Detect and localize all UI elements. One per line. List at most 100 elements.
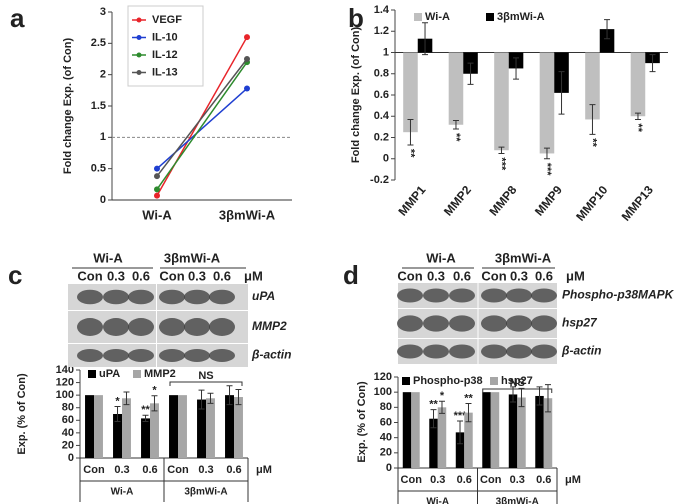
y-tick-label: 1.5 [91,100,106,112]
y-tick-label: 40 [380,432,392,444]
legend-label: IL-10 [152,31,178,43]
bar [169,395,178,458]
y-tick-label: 0.8 [374,68,389,80]
marker [154,192,160,199]
bar [437,407,447,468]
bar [539,52,555,154]
y-tick-label: -0.2 [370,174,389,186]
legend-label: 3βmWi-A [497,11,545,23]
y-tick-label: 0.5 [91,163,106,175]
blot-band [209,318,235,336]
error-bar [589,104,596,135]
error-bar [634,112,641,120]
bar [508,394,518,468]
blot-lane: 0.3 [107,268,125,283]
blot-band [103,349,129,362]
bar [197,399,206,458]
line [156,87,248,170]
blot-band [77,349,103,362]
bar [429,418,438,468]
blot-band [159,318,185,336]
annotation: NS [198,370,213,382]
legend-swatch [402,377,410,385]
bar [464,412,473,468]
blot-band [531,315,557,332]
x-tick-label: MMP1 [395,183,428,219]
significance: ** [429,399,438,411]
y-tick-label: 60 [380,416,392,428]
blot-unit: μM [244,268,263,283]
error-bar [430,409,437,429]
bar [206,398,215,458]
y-axis-title: Exp. (% of Con) [16,373,28,455]
blot-band [423,288,449,303]
blot-band [481,315,507,332]
legend-label: IL-12 [152,49,178,61]
legend-marker [136,52,142,58]
x-tick-label: 3βmWi-A [219,207,276,222]
group-label: 3βmWi-A [496,497,539,504]
blot-band [128,318,154,336]
marker [154,173,160,180]
marker [154,165,160,172]
blot-band [397,288,423,303]
blot-row-label: MMP2 [252,319,287,333]
blot-row-label: uPA [252,289,275,303]
panel-label: b [348,3,364,33]
blot-band [397,315,423,332]
marker [244,85,250,92]
significance: *** [454,410,468,422]
line [156,58,248,177]
legend-swatch [486,13,494,21]
significance: ** [405,149,417,158]
blot-lane: Con [397,268,422,283]
y-tick-label: 20 [62,439,74,451]
significance: *** [541,163,553,177]
bar [535,395,544,468]
y-tick-label: 0 [100,194,106,206]
x-tick-label: MMP13 [619,183,657,224]
blot-band [506,315,532,332]
error-bar [513,57,520,80]
error-bar [198,389,205,410]
bar [85,395,94,458]
x-tick-label: Wi-A [142,207,172,222]
error-bar [226,385,233,406]
error-bar [543,147,550,160]
x-tick-label: 0.6 [536,474,551,486]
blot-row-label: Phospho-p38MAPK [562,288,675,302]
blot-band [184,318,210,336]
error-bar [498,146,505,154]
blot-band [77,289,103,305]
error-bar [467,62,474,85]
significance: * [152,385,157,397]
bar [630,52,646,117]
significance: ** [464,392,473,404]
error-bar [422,22,429,56]
x-tick-label: MMP2 [441,183,474,219]
error-bar [438,400,445,414]
y-tick-label: 0 [68,452,74,464]
x-tick-label: 0.3 [430,474,445,486]
x-tick-label: 0.3 [198,464,213,476]
x-unit: μM [256,464,272,476]
blot-lane: Con [481,268,506,283]
significance: * [115,395,120,407]
error-bar [452,120,459,130]
error-bar [207,392,214,404]
significance: ** [141,404,150,416]
blot-band [481,344,507,359]
panel-label: c [8,260,22,290]
y-tick-label: 1 [383,46,389,58]
x-tick-label: Con [83,464,105,476]
blot-band [531,288,557,303]
blot-row-label: hsp27 [562,316,598,330]
error-bar [151,395,158,412]
blot-band [481,288,507,303]
group-label: 3βmWi-A [184,487,227,498]
bar [402,392,412,468]
y-tick-label: 3 [100,6,106,18]
blot-band [449,344,475,359]
bar [517,397,526,468]
legend-label: Wi-A [425,11,450,23]
